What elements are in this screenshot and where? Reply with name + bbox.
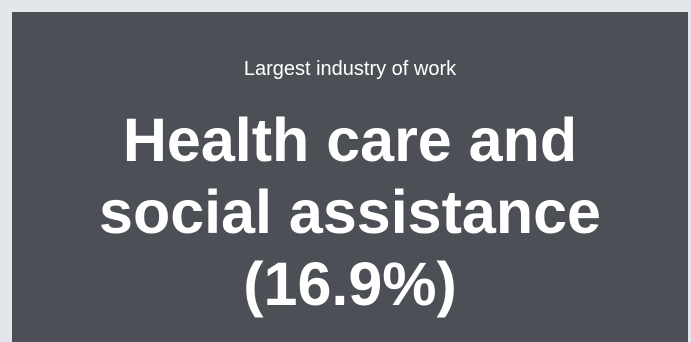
stat-value-line-3: (16.9%) <box>243 250 457 318</box>
stat-value-line-1: Health care and <box>122 106 578 174</box>
stat-card: Largest industry of work Health care and… <box>12 12 688 342</box>
stat-value: Health care and social assistance (16.9%… <box>32 104 668 320</box>
stat-label: Largest industry of work <box>243 58 457 80</box>
stat-value-line-2: social assistance <box>99 178 601 246</box>
